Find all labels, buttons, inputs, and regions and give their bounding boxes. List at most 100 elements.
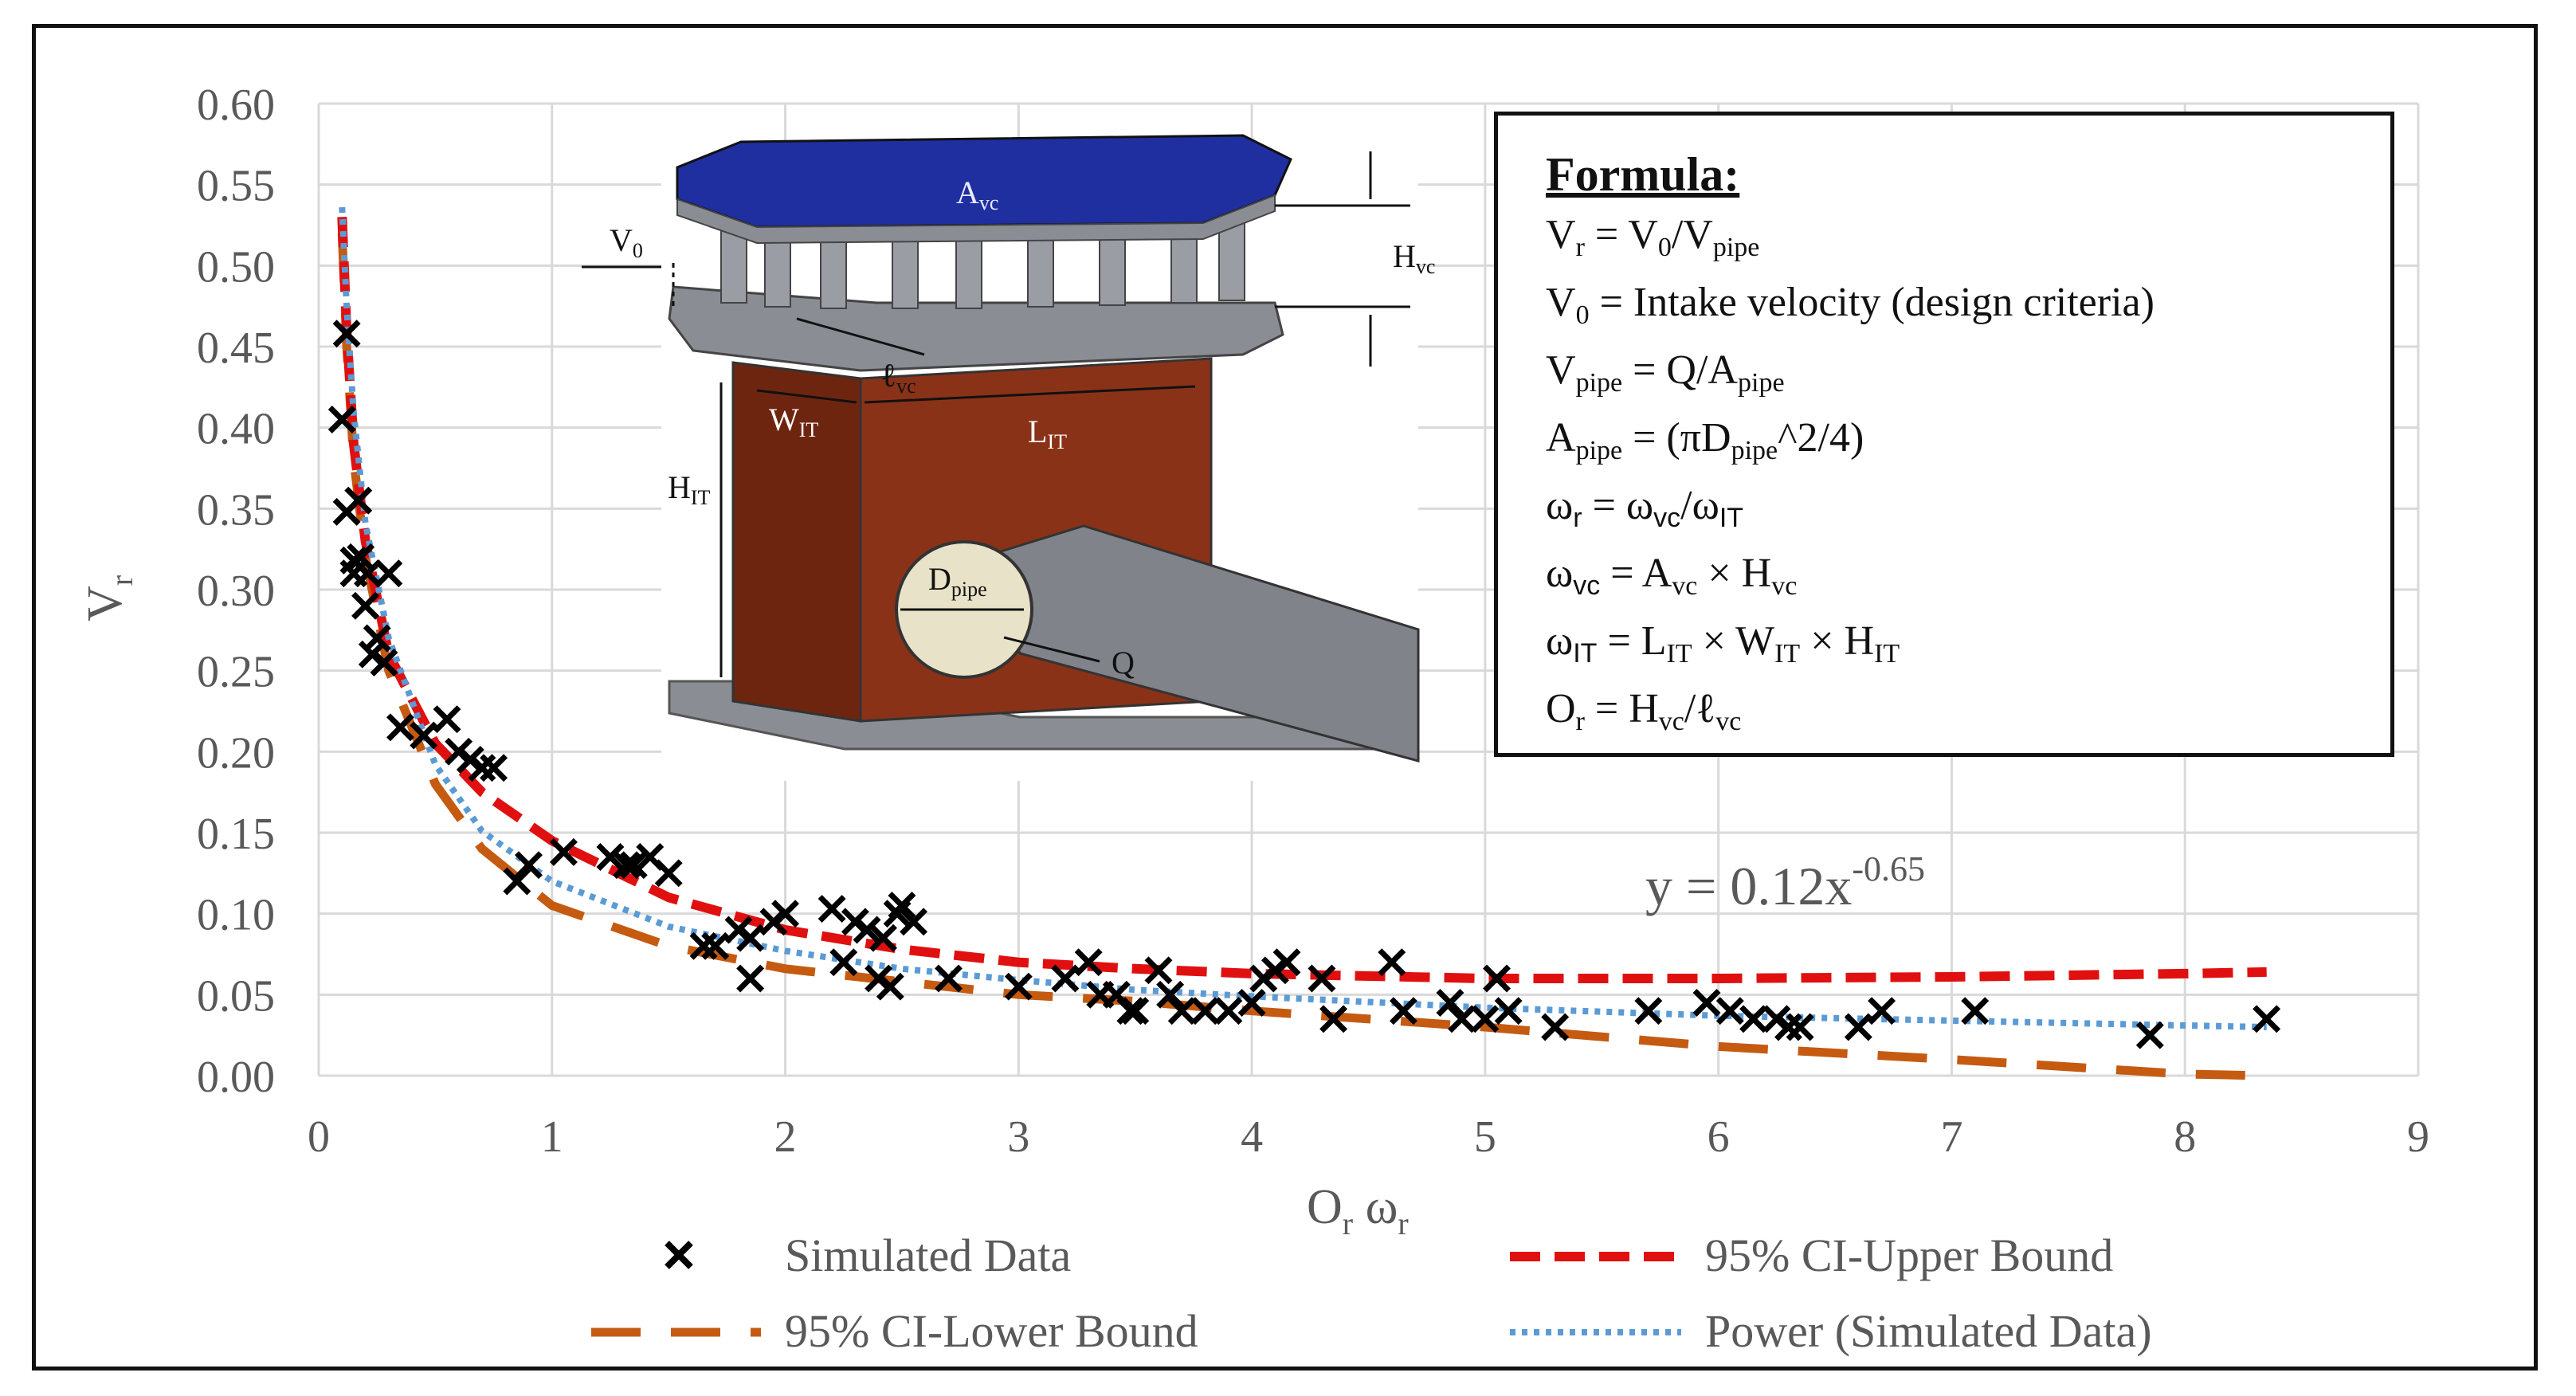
data-point xyxy=(701,931,730,960)
data-point xyxy=(1692,989,1721,1017)
y-tick-label: 0.30 xyxy=(197,567,275,616)
y-axis-title: Vr xyxy=(78,575,139,622)
data-point xyxy=(1739,1005,1768,1033)
data-point xyxy=(654,859,683,888)
data-point xyxy=(1436,989,1464,1017)
x-tick-label: 2 xyxy=(774,1112,797,1162)
data-point xyxy=(876,972,904,1001)
data-point xyxy=(374,559,403,588)
data-point xyxy=(853,916,881,944)
x-tick-label: 4 xyxy=(1241,1112,1263,1162)
data-point xyxy=(363,624,391,653)
data-point xyxy=(619,851,648,880)
formula-box: Formula: Vr = V0/Vpipe V0 = Intake veloc… xyxy=(1494,112,2394,757)
label-hit: HIT xyxy=(668,469,711,509)
y-tick-label: 0.45 xyxy=(197,324,275,373)
data-point xyxy=(515,851,543,880)
data-point xyxy=(433,705,461,734)
data-point xyxy=(689,931,718,960)
label-lit: LIT xyxy=(1028,414,1067,453)
x-tick-label: 5 xyxy=(1474,1112,1496,1162)
x-axis-ticks: 0 1 2 3 4 5 6 7 8 9 xyxy=(308,1112,2429,1162)
y-tick-label: 0.00 xyxy=(197,1053,275,1102)
data-point xyxy=(612,851,641,880)
data-point xyxy=(900,908,928,936)
data-point xyxy=(468,754,496,782)
data-point xyxy=(1471,1005,1500,1033)
data-point xyxy=(1786,1013,1814,1041)
x-tick-label: 7 xyxy=(1940,1112,1962,1162)
data-point xyxy=(410,721,438,750)
label-v0: V0 xyxy=(610,222,643,262)
y-tick-label: 0.50 xyxy=(197,242,275,292)
y-tick-label: 0.25 xyxy=(197,648,275,697)
data-point xyxy=(344,486,373,515)
data-point xyxy=(1156,980,1185,1009)
data-point xyxy=(354,559,382,588)
formula-title: Formula: xyxy=(1546,148,1740,201)
data-point xyxy=(549,837,578,866)
data-point xyxy=(1237,989,1266,1017)
legend-item-lower: 95% CI-Lower Bound xyxy=(591,1305,1198,1357)
y-axis-ticks: 0.00 0.05 0.10 0.15 0.20 0.25 0.30 0.35 0.40 0.45… xyxy=(197,80,275,1102)
legend-label-lower: 95% CI-Lower Bound xyxy=(785,1305,1198,1357)
data-point xyxy=(1541,1013,1570,1041)
formula-line-omega-it: ωIT = LIT × WIT × HIT xyxy=(1546,618,1900,669)
series-line-3 xyxy=(339,206,2267,1030)
data-point xyxy=(1634,997,1663,1025)
x-axis-title: Or ωr xyxy=(1307,1180,1409,1241)
data-point xyxy=(1167,997,1196,1025)
data-point xyxy=(1774,1013,1802,1041)
data-point xyxy=(503,867,531,896)
data-point xyxy=(1191,997,1220,1025)
x-tick-label: 9 xyxy=(2407,1112,2429,1162)
data-point xyxy=(1308,964,1336,993)
y-tick-label: 0.40 xyxy=(197,405,275,454)
data-point xyxy=(1214,997,1243,1025)
data-point xyxy=(1144,956,1173,985)
x-tick-label: 6 xyxy=(1708,1112,1730,1162)
label-lvc: ℓvc xyxy=(880,358,916,398)
data-point xyxy=(1715,997,1744,1025)
formula-line-omega-vc: ωvc = Avc × Hvc xyxy=(1546,551,1798,601)
formula-line-vpipe: Vpipe = Q/Apipe xyxy=(1546,347,1785,398)
data-point xyxy=(2253,1005,2281,1033)
y-tick-label: 0.55 xyxy=(197,162,275,211)
data-point xyxy=(1961,997,1990,1025)
data-point xyxy=(1448,1005,1476,1033)
y-tick-label: 0.20 xyxy=(197,728,275,778)
data-point xyxy=(1051,964,1080,993)
formula-line-or: Or = Hvc/ℓvc xyxy=(1546,686,1742,736)
data-point xyxy=(829,948,858,977)
data-point xyxy=(1389,997,1417,1025)
data-point xyxy=(1483,964,1511,993)
data-point xyxy=(351,591,380,620)
data-point xyxy=(347,543,375,571)
trendline-equation: y = 0.12x-0.65 xyxy=(1645,849,1925,916)
data-point xyxy=(327,406,356,433)
label-dpipe: Dpipe xyxy=(928,561,987,601)
data-point xyxy=(596,843,625,871)
label-q: Q xyxy=(1112,645,1135,680)
legend-item-power: Power (Simulated Data) xyxy=(1510,1305,2152,1357)
formula-line-v0: V0 = Intake velocity (design criteria) xyxy=(1546,280,2155,330)
data-point xyxy=(817,895,846,923)
data-point xyxy=(888,892,916,920)
dimension-lines xyxy=(582,151,1410,677)
data-point xyxy=(1074,948,1103,977)
legend: Simulated Data 95% CI-Upper Bound 95% CI… xyxy=(591,1229,2152,1357)
x-tick-label: 1 xyxy=(541,1112,563,1162)
cover-rim xyxy=(676,194,1276,245)
chart-series xyxy=(327,206,2281,1080)
x-tick-label: 3 xyxy=(1007,1112,1029,1162)
label-wit: WIT xyxy=(769,402,818,441)
data-point xyxy=(771,900,800,928)
data-point xyxy=(2135,1021,2164,1049)
data-point xyxy=(480,754,508,782)
data-point xyxy=(1868,997,1896,1025)
y-tick-label: 0.60 xyxy=(197,80,275,130)
legend-label-power: Power (Simulated Data) xyxy=(1705,1305,2152,1357)
formula-line-omega-r: ωr = ωvc/ωIT xyxy=(1546,483,1744,533)
label-hvc: Hvc xyxy=(1393,238,1435,278)
